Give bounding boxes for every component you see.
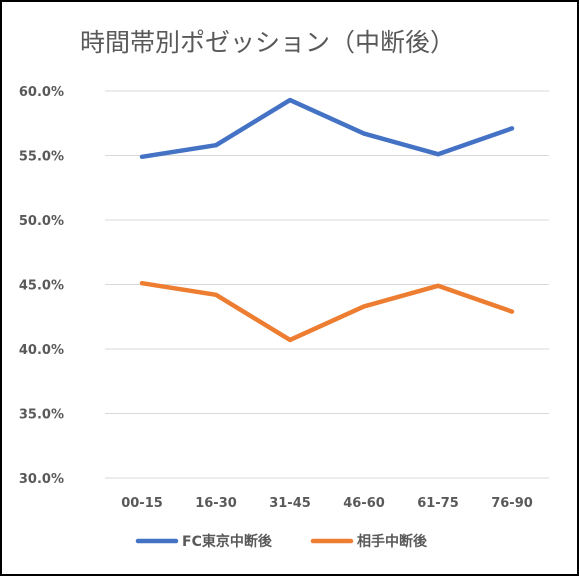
series-lines [139,97,515,343]
x-tick-label: 61-75 [417,496,459,511]
y-tick-label: 30.0% [19,472,64,487]
y-tick-label: 40.0% [19,343,64,358]
x-tick-label: 76-90 [491,496,533,511]
y-axis-tick-labels: 60.0% 55.0% 50.0% 45.0% 40.0% 35.0% 30.0% [19,85,64,487]
y-tick-label: 45.0% [19,279,64,294]
x-tick-label: 31-45 [269,496,311,511]
legend: FC東京中断後 相手中断後 [135,533,428,550]
y-tick-label: 35.0% [19,408,64,423]
x-tick-label: 00-15 [121,496,163,511]
x-axis-tick-labels: 00-15 16-30 31-45 46-60 61-75 76-90 [121,496,533,511]
x-tick-label: 16-30 [195,496,237,511]
gridlines [105,90,549,479]
legend-label-2: 相手中断後 [357,533,428,550]
x-tick-label: 46-60 [343,496,385,511]
series-line-1 [139,97,515,160]
y-tick-label: 55.0% [19,150,64,165]
chart-title: 時間帯別ポゼッション（中断後） [80,28,455,57]
series-line-2 [139,280,515,343]
y-tick-label: 60.0% [19,85,64,100]
y-tick-label: 50.0% [19,214,64,229]
legend-label-1: FC東京中断後 [182,533,273,550]
